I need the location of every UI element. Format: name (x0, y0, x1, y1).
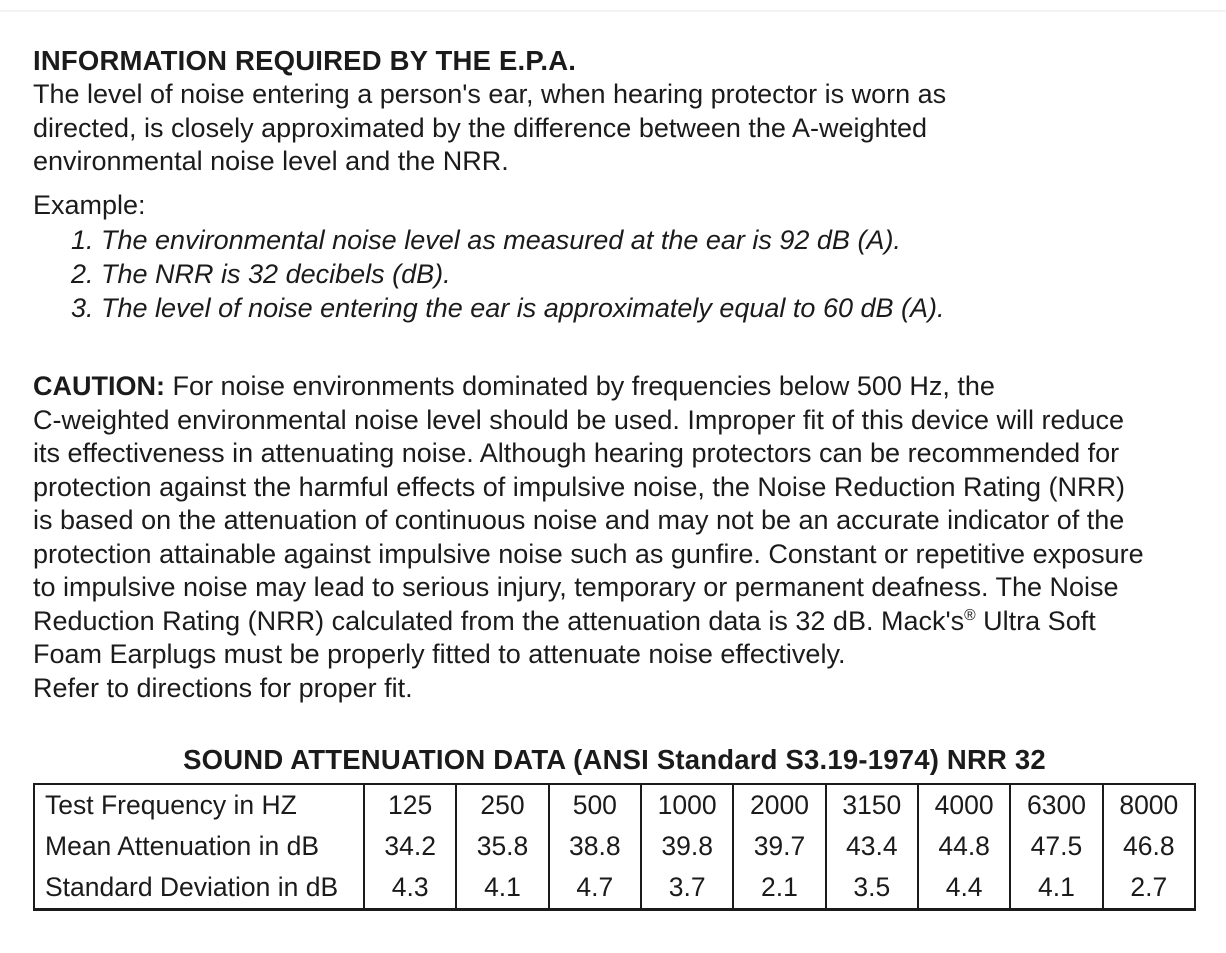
page-title: INFORMATION REQUIRED BY THE E.P.A. (33, 45, 577, 76)
table-title: SOUND ATTENUATION DATA (ANSI Standard S3… (183, 744, 1046, 775)
row-label: Test Frequency in HZ (45, 790, 297, 820)
top-fold-line (0, 10, 1226, 12)
example-list: 1. The environmental noise level as meas… (33, 223, 1196, 325)
caution-line: Foam Earplugs must be properly fitted to… (33, 639, 846, 669)
row-label: Standard Deviation in dB (45, 872, 339, 902)
example-item: 1. The environmental noise level as meas… (71, 225, 901, 255)
cell: 8000 (1101, 784, 1195, 826)
caution-line: protection against the harmful effects o… (33, 471, 1126, 502)
intro-line: directed, is closely approximated by the… (33, 112, 928, 143)
caution-line: protection attainable against impulsive … (33, 538, 1144, 569)
cell: 500 (547, 784, 641, 826)
cell: 4000 (916, 784, 1011, 826)
cell: 4.1 (455, 867, 549, 910)
caution-line: its effectiveness in attenuating noise. … (33, 438, 1120, 468)
cell: 125 (362, 784, 457, 826)
cell: 3.5 (824, 867, 918, 910)
cell: 6300 (1009, 784, 1103, 826)
cell: 2.7 (1101, 867, 1195, 910)
cell: 4.3 (362, 867, 457, 910)
example-label: Example: (33, 189, 146, 220)
caution-line: C-weighted environmental noise level sho… (33, 404, 1125, 435)
cell: 3.7 (639, 867, 734, 910)
caution-paragraph: CAUTION: For noise environments dominate… (33, 370, 1196, 705)
caution-line-text: Reduction Rating (NRR) calculated from t… (33, 605, 965, 636)
cell: 46.8 (1101, 826, 1195, 867)
cell: 38.8 (547, 826, 641, 867)
cell: 47.5 (1009, 826, 1103, 867)
cell: 3150 (824, 784, 918, 826)
cell: 2000 (732, 784, 826, 826)
cell: 1000 (639, 784, 734, 826)
cell: 34.2 (362, 826, 457, 867)
cell: 4.1 (1009, 867, 1103, 910)
cell: 4.7 (547, 867, 641, 910)
caution-line-text: For noise environments dominated by freq… (164, 371, 995, 401)
intro-line: The level of noise entering a person's e… (33, 79, 947, 109)
example-section: Example: 1. The environmental noise leve… (33, 189, 1196, 326)
caution-line-text: Ultra Soft (975, 605, 1096, 636)
caution-label: CAUTION: (33, 371, 165, 401)
cell: 4.4 (916, 867, 1011, 910)
caution-line: CAUTION: For noise environments dominate… (33, 370, 1196, 404)
table-row-frequency: Test Frequency in HZ 125 250 500 1000 20… (34, 784, 1195, 826)
caution-line: Refer to directions for proper fit. (33, 672, 413, 703)
cell: 2.1 (732, 867, 826, 910)
cell: 44.8 (916, 826, 1011, 867)
caution-line: is based on the attenuation of continuou… (33, 505, 1125, 535)
intro-paragraph: The level of noise entering a person's e… (33, 78, 1196, 179)
cell: 250 (455, 784, 549, 826)
cell: 39.8 (639, 826, 734, 867)
table-row-standard-deviation: Standard Deviation in dB 4.3 4.1 4.7 3.7… (34, 867, 1195, 910)
caution-line: Reduction Rating (NRR) calculated from t… (33, 605, 1196, 639)
cell: 39.7 (732, 826, 826, 867)
cell: 35.8 (455, 826, 549, 867)
example-item: 3. The level of noise entering the ear i… (71, 293, 945, 323)
cell: 43.4 (824, 826, 918, 867)
caution-line: to impulsive noise may lead to serious i… (33, 572, 1119, 602)
intro-line: environmental noise level and the NRR. (33, 146, 509, 176)
attenuation-table: Test Frequency in HZ 125 250 500 1000 20… (33, 783, 1196, 911)
registered-trademark-mark: ® (964, 606, 976, 624)
row-label: Mean Attenuation in dB (45, 831, 320, 861)
example-item: 2. The NRR is 32 decibels (dB). (71, 259, 451, 289)
table-row-mean-attenuation: Mean Attenuation in dB 34.2 35.8 38.8 39… (34, 826, 1195, 867)
